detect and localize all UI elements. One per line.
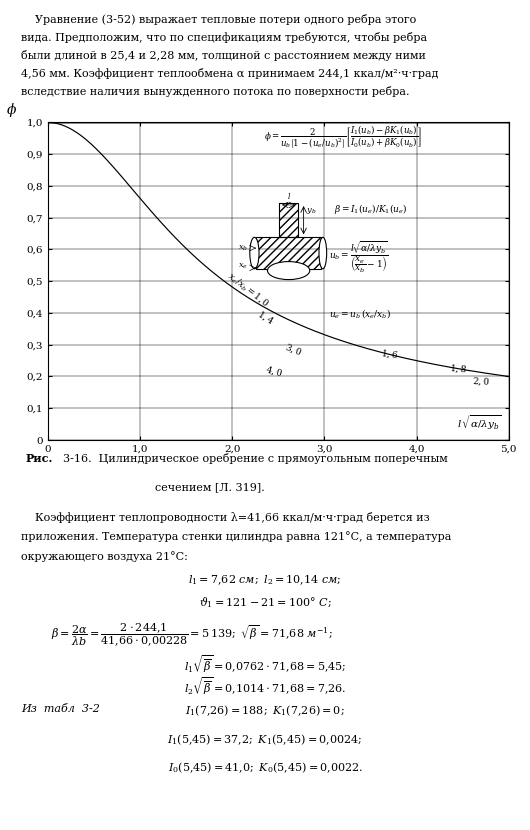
Text: Из  табл  3-2: Из табл 3-2 — [21, 704, 100, 714]
Text: 3-16.  Цилиндрическое оребрение с прямоугольным поперечным: 3-16. Цилиндрическое оребрение с прямоуг… — [63, 452, 448, 464]
Text: $I_1(5{,}45) = 37{,}2;\ K_1(5{,}45) = 0{,}0024;$: $I_1(5{,}45) = 37{,}2;\ K_1(5{,}45) = 0{… — [167, 732, 363, 747]
Text: $3,0$: $3,0$ — [283, 341, 304, 359]
Text: 4,56 мм. Коэффициент теплообмена α принимаем 244,1 ккал/м²·ч·град: 4,56 мм. Коэффициент теплообмена α прини… — [21, 68, 438, 79]
Text: $\beta = I_1(u_e)/K_1(u_e)$: $\beta = I_1(u_e)/K_1(u_e)$ — [333, 202, 407, 216]
Text: $1,4$: $1,4$ — [255, 308, 276, 327]
Text: $2,0$: $2,0$ — [472, 375, 490, 388]
Text: приложения. Температура стенки цилиндра равна 121°С, а температура: приложения. Температура стенки цилиндра … — [21, 531, 451, 542]
Text: $l_1 = 7{,}62\ \mathit{см};\ l_2 = 10{,}14\ \mathit{см};$: $l_1 = 7{,}62\ \mathit{см};\ l_2 = 10{,}… — [188, 574, 342, 587]
Text: Коэффициент теплопроводности λ=41,66 ккал/м·ч·град берется из: Коэффициент теплопроводности λ=41,66 кка… — [21, 512, 429, 523]
Text: вследствие наличия вынужденного потока по поверхности ребра.: вследствие наличия вынужденного потока п… — [21, 86, 409, 97]
Text: $\beta = \dfrac{2\alpha}{\lambda b} = \dfrac{2\cdot 244{,}1}{41{,}66\cdot 0{,}00: $\beta = \dfrac{2\alpha}{\lambda b} = \d… — [51, 622, 332, 649]
Text: $l_1\sqrt{\overline{\beta}} = 0{,}0762\cdot 71{,}68 = 5{,}45;$: $l_1\sqrt{\overline{\beta}} = 0{,}0762\c… — [184, 653, 346, 675]
Text: $\phi$: $\phi$ — [6, 101, 17, 120]
Text: $u_b = \dfrac{l\sqrt{\alpha/\lambda y_b}}{\left(\dfrac{x_e}{x_b}-1\right)}$: $u_b = \dfrac{l\sqrt{\alpha/\lambda y_b}… — [329, 240, 388, 276]
Text: $I_1(7{,}26) = 188;\ K_1(7{,}26) = 0;$: $I_1(7{,}26) = 188;\ K_1(7{,}26) = 0;$ — [185, 704, 345, 719]
Text: $1,6$: $1,6$ — [379, 347, 399, 361]
Text: вида. Предположим, что по спецификациям требуются, чтобы ребра: вида. Предположим, что по спецификациям … — [21, 32, 427, 43]
Text: $\phi = \dfrac{2}{u_b\left[1-(u_e/u_b)^2\right]}\left[\dfrac{I_1(u_b)-\beta K_1(: $\phi = \dfrac{2}{u_b\left[1-(u_e/u_b)^2… — [264, 124, 422, 150]
Text: $1,8$: $1,8$ — [449, 362, 467, 375]
Text: $x_e/x_b=1,0$: $x_e/x_b=1,0$ — [225, 269, 271, 310]
Text: Уравнение (3-52) выражает тепловые потери одного ребра этого: Уравнение (3-52) выражает тепловые потер… — [21, 14, 416, 25]
Text: сечением [Л. 319].: сечением [Л. 319]. — [155, 482, 265, 492]
Text: $u_e = u_b\,(x_e/x_b)$: $u_e = u_b\,(x_e/x_b)$ — [329, 306, 391, 320]
Text: $I_0(5{,}45) = 41{,}0;\ K_0(5{,}45) = 0{,}0022.$: $I_0(5{,}45) = 41{,}0;\ K_0(5{,}45) = 0{… — [167, 760, 363, 775]
Text: Рис.: Рис. — [26, 452, 53, 464]
Text: $\vartheta_1 = 121 - 21 = 100°\ С;$: $\vartheta_1 = 121 - 21 = 100°\ С;$ — [199, 595, 331, 610]
Text: были длиной в 25,4 и 2,28 мм, толщиной с расстоянием между ними: были длиной в 25,4 и 2,28 мм, толщиной с… — [21, 50, 426, 61]
Text: окружающего воздуха 21°С:: окружающего воздуха 21°С: — [21, 551, 188, 562]
Text: $l\,\sqrt{\alpha/\lambda y_b}$: $l\,\sqrt{\alpha/\lambda y_b}$ — [457, 413, 502, 432]
Text: $l_2\sqrt{\overline{\beta}} = 0{,}1014\cdot 71{,}68 = 7{,}26.$: $l_2\sqrt{\overline{\beta}} = 0{,}1014\c… — [184, 676, 346, 697]
Text: $4,0$: $4,0$ — [264, 364, 284, 379]
